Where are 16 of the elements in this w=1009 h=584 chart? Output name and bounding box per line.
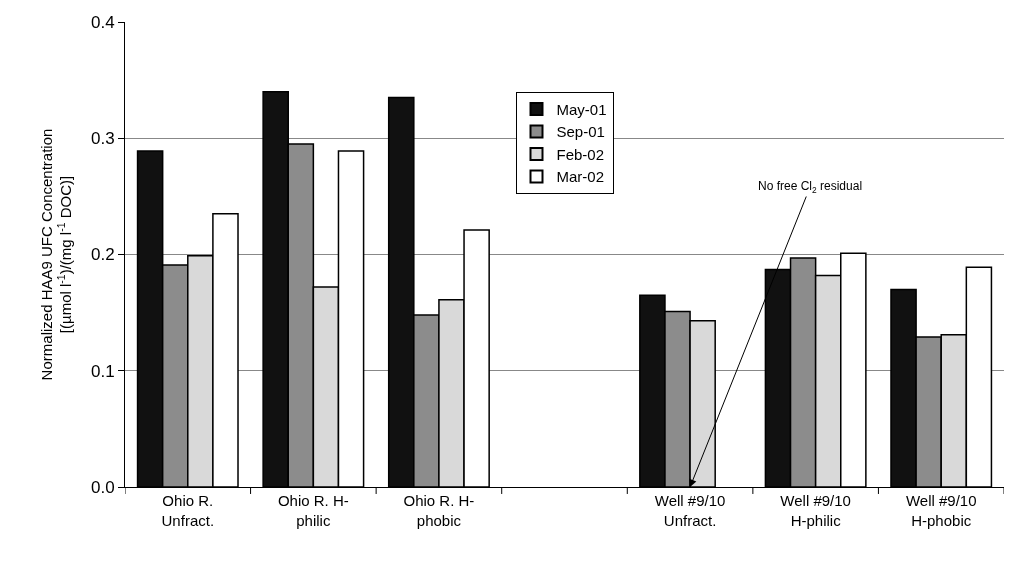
y-tick-label: 0.3 (90, 129, 115, 149)
x-tick-label: Well #9/10 Unfract. (654, 492, 726, 529)
y-tick-label: 0.2 (90, 245, 115, 265)
y-tick-label: 0.1 (90, 361, 115, 381)
legend-label: May-01 (556, 100, 607, 118)
y-tick-label: 0.0 (90, 477, 115, 497)
x-tick-label: Ohio R. H- philic (277, 492, 349, 529)
x-tick-label: Well #9/10 H-phobic (905, 492, 977, 529)
legend-label: Sep-01 (556, 123, 605, 141)
y-tick-label: 0.4 (90, 12, 115, 32)
x-tick-label: Well #9/10 H-philic (780, 492, 851, 529)
annotation: No free Cl$_{2}$ residual (758, 179, 863, 195)
legend-label: Mar-02 (556, 168, 605, 186)
x-tick-label: Ohio R. H- phobic (403, 492, 475, 529)
x-tick-label: Ohio R. Unfract. (161, 492, 215, 529)
legend-label: Feb-02 (556, 145, 605, 163)
